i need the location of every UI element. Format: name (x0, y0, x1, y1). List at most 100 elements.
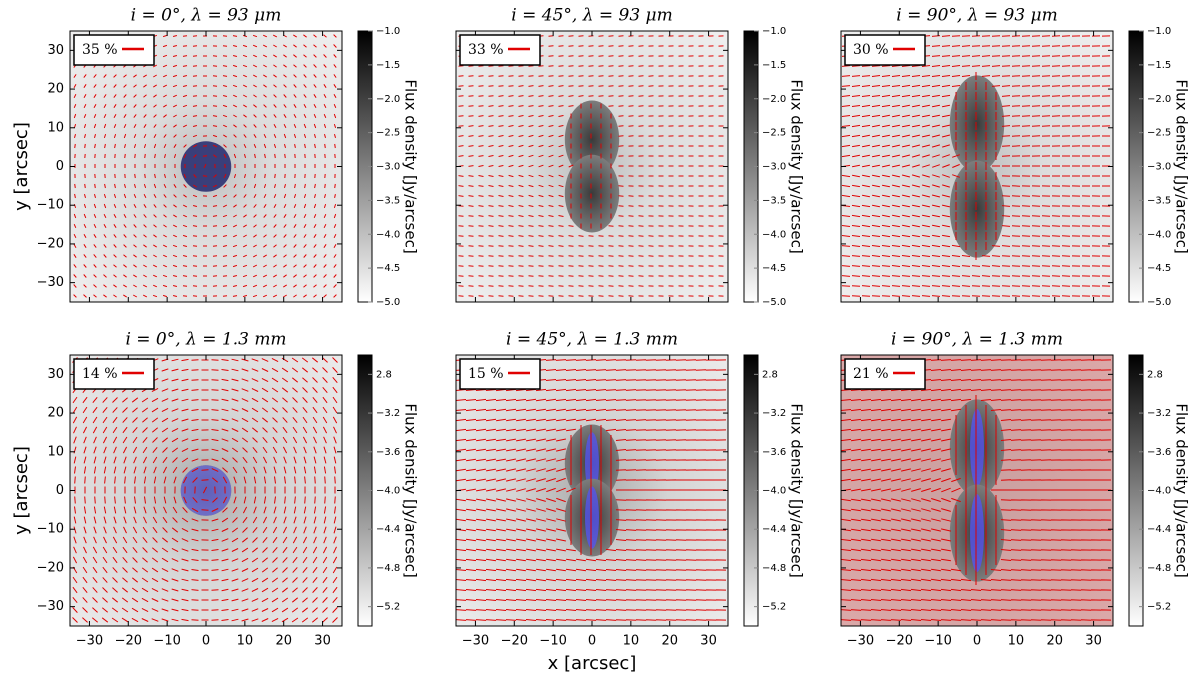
colorbar-tick-label: −5.2 (762, 602, 786, 613)
blob (564, 100, 620, 179)
colorbar-tick-label: −4.0 (1147, 229, 1171, 240)
colorbar-tick-label: −4.8 (1147, 563, 1171, 574)
colorbar-tick-label: −1.5 (1147, 60, 1171, 71)
colorbar-tick-label: −4.8 (762, 563, 786, 574)
colorbar-tick-label: −4.0 (376, 229, 400, 240)
colorbar-tick-label: −4.4 (376, 524, 400, 535)
x-tick-label: −10 (924, 634, 951, 649)
colorbar-tick-label: −3.6 (1147, 447, 1171, 458)
colorbar-tick-label: −2.0 (1147, 94, 1171, 105)
colorbar-tick-label: −3.0 (376, 162, 400, 173)
colorbar-tick-label: −3.0 (762, 162, 786, 173)
colorbar-tick-label: 2.8 (1147, 369, 1163, 380)
legend-label: 33 % (468, 42, 504, 58)
colorbar-tick-label: −4.5 (1147, 263, 1171, 274)
blob-core (585, 432, 599, 495)
colorbar-tick-label: −2.0 (762, 94, 786, 105)
y-tick-label: 30 (47, 43, 64, 58)
y-tick-label: 0 (56, 159, 64, 174)
colorbar-tick-label: −3.6 (762, 447, 786, 458)
colorbar-label: Flux density [Jy/arcsec] (1173, 403, 1191, 577)
legend-label: 15 % (468, 366, 504, 382)
blob-core (970, 494, 984, 572)
colorbar-tick-label: −5.0 (762, 297, 786, 308)
x-tick-label: −30 (462, 634, 489, 649)
colorbar-label: Flux density [Jy/arcsec] (1173, 79, 1191, 253)
colorbar-tick-label: −1.5 (762, 60, 786, 71)
blob (564, 154, 620, 233)
x-tick-label: 20 (661, 634, 678, 649)
panel-title: i = 0°, λ = 1.3 mm (125, 330, 286, 350)
colorbar-tick-label: −2.5 (762, 128, 786, 139)
y-tick-label: −10 (37, 198, 64, 213)
image (70, 355, 342, 626)
blob (180, 141, 232, 192)
x-tick-label: −30 (847, 634, 874, 649)
colorbar-tick-label: −5.0 (1147, 297, 1171, 308)
blob (949, 75, 1005, 173)
colorbar-tick-label: −2.5 (376, 128, 400, 139)
blob-core (585, 486, 599, 549)
x-tick-label: −20 (886, 634, 913, 649)
y-tick-label: 20 (47, 406, 64, 421)
x-tick-label: 20 (1046, 634, 1063, 649)
blob (949, 160, 1005, 258)
y-axis-label: y [arcsec] (11, 446, 32, 535)
x-tick-label: 0 (202, 634, 210, 649)
colorbar-tick-label: 2.8 (762, 369, 778, 380)
y-tick-label: 10 (47, 120, 64, 135)
image (456, 31, 728, 302)
colorbar-tick-label: −2.0 (376, 94, 400, 105)
colorbar-tick-label: −3.2 (376, 408, 400, 419)
x-tick-label: 10 (623, 634, 640, 649)
colorbar-tick-label: −3.2 (1147, 408, 1171, 419)
legend-label: 35 % (82, 42, 118, 58)
colorbar-tick-label: −4.0 (762, 486, 786, 497)
colorbar-tick-label: −4.4 (1147, 524, 1171, 535)
colorbar-tick-label: 2.8 (376, 369, 392, 380)
x-tick-label: −10 (539, 634, 566, 649)
image (456, 355, 728, 626)
x-tick-label: −20 (115, 634, 142, 649)
x-tick-label: 0 (973, 634, 981, 649)
colorbar-label: Flux density [Jy/arcsec] (402, 79, 420, 253)
colorbar-tick-label: −4.0 (1147, 486, 1171, 497)
colorbar-tick-label: −1.0 (376, 26, 400, 37)
colorbar-label: Flux density [Jy/arcsec] (788, 79, 806, 253)
panel-title: i = 45°, λ = 93 μm (511, 6, 672, 26)
colorbar-tick-label: −5.2 (376, 602, 400, 613)
colorbar-tick-label: −4.5 (762, 263, 786, 274)
x-tick-label: 10 (237, 634, 254, 649)
colorbar-tick-label: −3.2 (762, 408, 786, 419)
blob-core (180, 465, 232, 516)
x-tick-label: 30 (1085, 634, 1102, 649)
colorbar-tick-label: −4.5 (376, 263, 400, 274)
y-axis-label: y [arcsec] (11, 122, 32, 211)
colorbar-tick-label: −1.0 (762, 26, 786, 37)
y-tick-label: 10 (47, 444, 64, 459)
y-tick-label: −20 (37, 560, 64, 575)
x-axis-label: x [arcsec] (548, 653, 637, 674)
image (841, 31, 1113, 302)
panel-title: i = 90°, λ = 1.3 mm (891, 330, 1063, 350)
colorbar-tick-label: −1.5 (376, 60, 400, 71)
colorbar-tick-label: −4.8 (376, 563, 400, 574)
colorbar-tick-label: −2.5 (1147, 128, 1171, 139)
colorbar-tick-label: −3.5 (1147, 195, 1171, 206)
y-tick-label: −30 (37, 599, 64, 614)
image (70, 31, 342, 302)
y-tick-label: 20 (47, 82, 64, 97)
x-tick-label: −10 (153, 634, 180, 649)
x-tick-label: −20 (501, 634, 528, 649)
colorbar-tick-label: −3.5 (376, 195, 400, 206)
colorbar-label: Flux density [Jy/arcsec] (402, 403, 420, 577)
y-tick-label: −10 (37, 522, 64, 537)
legend-label: 14 % (82, 366, 118, 382)
x-tick-label: 10 (1008, 634, 1025, 649)
panel-title: i = 90°, λ = 93 μm (896, 6, 1057, 26)
x-tick-label: 0 (588, 634, 596, 649)
colorbar-tick-label: −3.6 (376, 447, 400, 458)
y-tick-label: −30 (37, 275, 64, 290)
blob-core (970, 409, 984, 487)
